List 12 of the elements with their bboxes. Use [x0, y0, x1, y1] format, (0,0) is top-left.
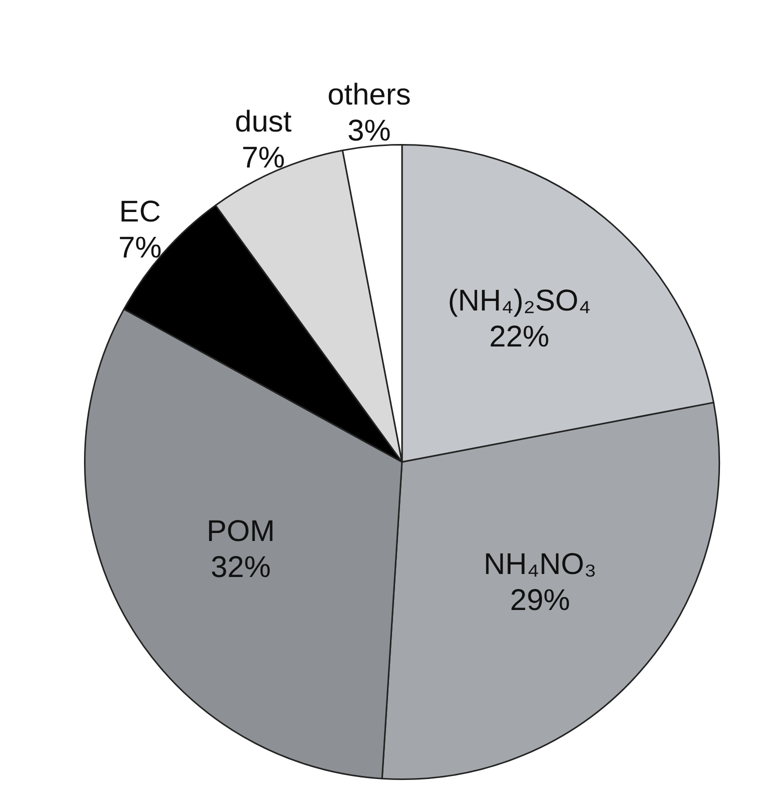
data-label: 32% [210, 550, 271, 584]
data-label: 3% [347, 114, 391, 148]
slice-label: (NH₄)₂SO₄ [448, 284, 591, 318]
data-label: 7% [118, 231, 162, 264]
slice-label: others [327, 78, 411, 112]
slice-label: POM [206, 514, 275, 548]
slice-label: NH₄NO₃ [484, 548, 596, 581]
data-label: 7% [242, 142, 285, 175]
data-label: 22% [489, 320, 550, 354]
data-label: 29% [510, 584, 570, 617]
slice-label: dust [234, 106, 292, 139]
slice-label: EC [119, 195, 161, 228]
